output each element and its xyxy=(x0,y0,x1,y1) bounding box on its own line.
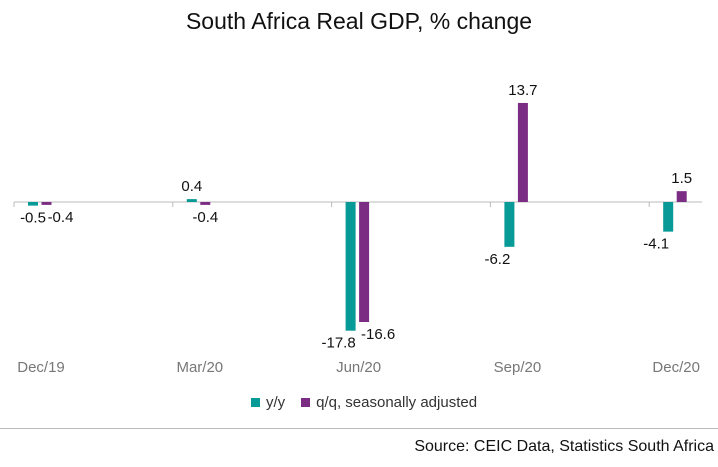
bar-yy xyxy=(186,199,197,202)
bar-qq xyxy=(200,202,211,205)
source-divider xyxy=(0,428,718,429)
legend-label-qq: q/q, seasonally adjusted xyxy=(316,394,478,411)
chart-title: South Africa Real GDP, % change xyxy=(185,8,533,34)
legend-swatch-yy xyxy=(250,398,260,407)
data-label-qq: -0.4 xyxy=(192,209,218,226)
data-label-yy: -17.8 xyxy=(321,335,355,352)
data-label-qq: -0.4 xyxy=(48,209,74,226)
bar-yy xyxy=(345,202,356,331)
x-tick-label: Jun/20 xyxy=(336,359,381,376)
bar-yy xyxy=(504,202,515,247)
data-label-qq: -16.6 xyxy=(361,326,395,343)
bar-qq xyxy=(41,202,52,205)
legend-label-yy: y/y xyxy=(265,394,286,411)
x-tick-label: Dec/19 xyxy=(17,359,65,376)
bar-yy xyxy=(28,202,38,206)
legend: y/y q/q, seasonally adjusted xyxy=(0,394,718,411)
x-tick-label: Mar/20 xyxy=(176,359,223,376)
data-label-qq: 1.5 xyxy=(671,170,692,187)
bar-qq xyxy=(359,202,370,323)
source-note: Source: CEIC Data, Statistics South Afri… xyxy=(414,438,714,455)
x-tick-label: Dec/20 xyxy=(652,359,700,376)
chart-plot: Dec/19-0.5 -0.4Mar/200.4-0.4Jun/20-17.8-1… xyxy=(13,82,702,376)
data-label-qq: 13.7 xyxy=(508,82,537,99)
legend-item-yy: y/y xyxy=(250,394,286,411)
data-label-yy: -6.2 xyxy=(484,251,510,268)
data-label-yy: 0.4 xyxy=(181,178,202,195)
bar-yy xyxy=(663,202,674,232)
x-tick-label: Sep/20 xyxy=(494,359,542,376)
bar-qq xyxy=(517,102,528,202)
data-label-yy: -0.5 xyxy=(20,210,46,227)
bar-qq xyxy=(676,191,687,202)
legend-item-qq: q/q, seasonally adjusted xyxy=(301,394,477,411)
data-label-yy: -4.1 xyxy=(643,236,669,253)
legend-swatch-qq xyxy=(301,398,311,407)
